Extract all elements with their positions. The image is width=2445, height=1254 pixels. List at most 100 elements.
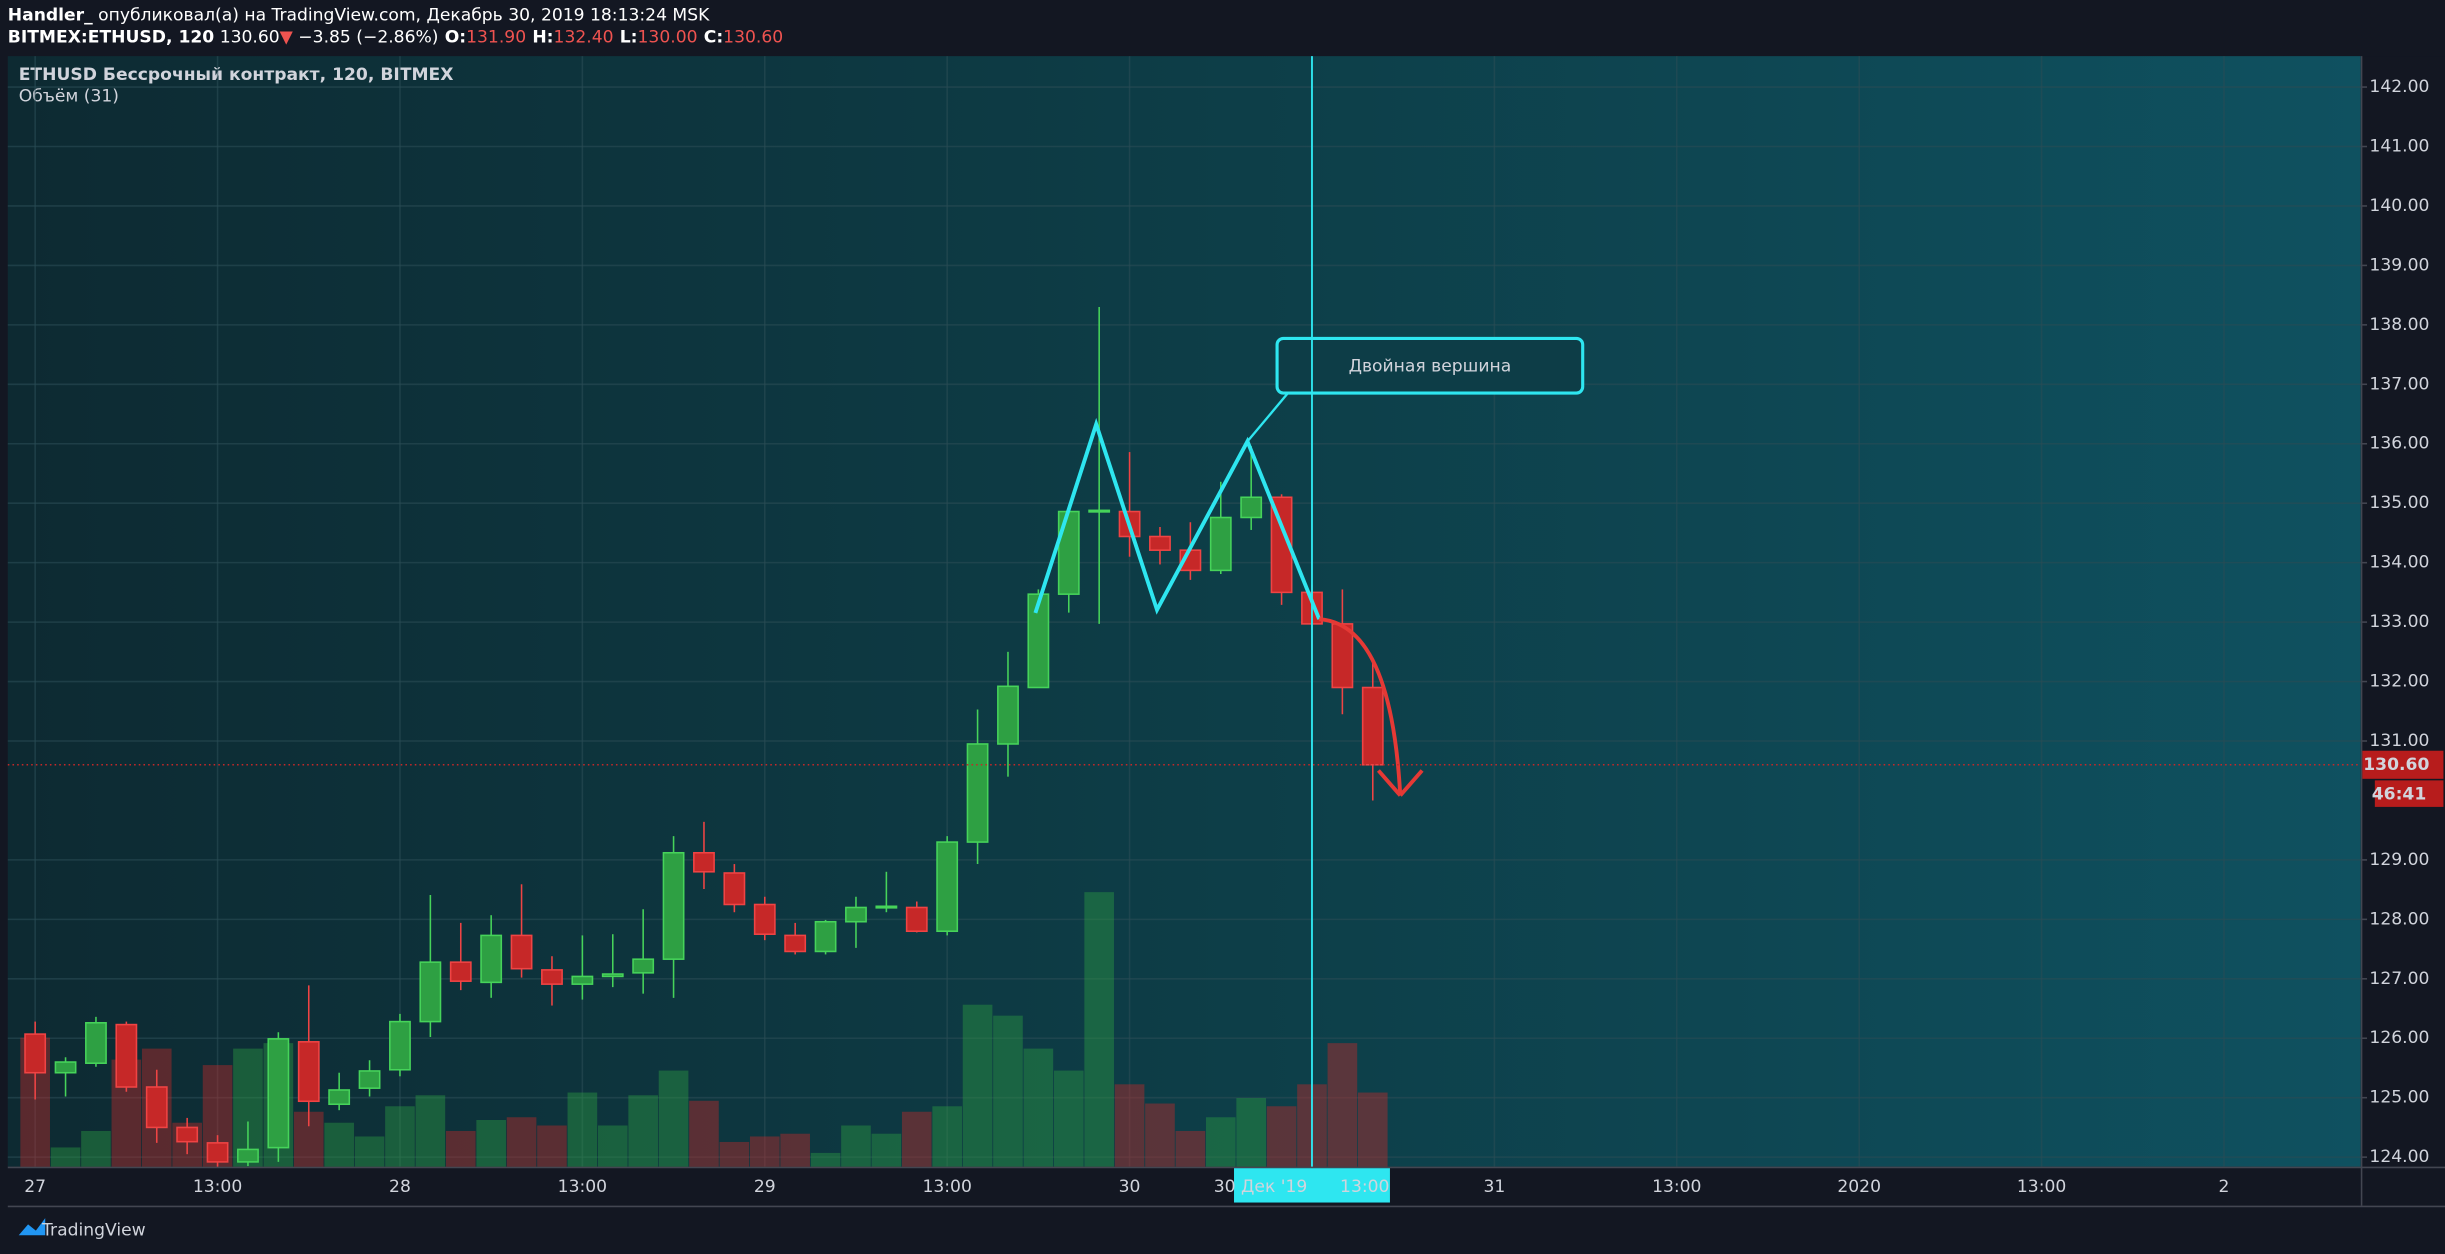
- candle-body: [85, 1022, 107, 1064]
- footer-brand: TradingView: [41, 1221, 146, 1241]
- candle-body: [753, 903, 776, 935]
- x-tick-label: 13:00: [1652, 1177, 1701, 1197]
- candle-body: [480, 934, 503, 984]
- y-tick-label: 140.00: [2369, 196, 2429, 216]
- volume-bar: [1327, 1043, 1358, 1167]
- volume-bar: [597, 1125, 628, 1167]
- candle-body: [845, 906, 867, 923]
- y-tick-label: 128.00: [2369, 909, 2429, 929]
- volume-bar: [658, 1070, 689, 1167]
- volume-bar: [537, 1125, 567, 1167]
- x-tick-label: 29: [754, 1177, 776, 1197]
- pattern-line: [1033, 417, 1321, 620]
- candle-body: [145, 1086, 168, 1129]
- candle-body: [571, 975, 594, 985]
- candle-body: [176, 1126, 199, 1143]
- ohlc-key: O:: [445, 27, 466, 47]
- legend-title: ETHUSD Бессрочный контракт, 120, BITMEX: [19, 65, 454, 85]
- y-tick-label: 127.00: [2369, 969, 2429, 989]
- candle-body: [358, 1070, 381, 1089]
- plot-area: [7, 56, 2361, 1167]
- volume-bar: [810, 1152, 841, 1167]
- candle-body: [541, 969, 563, 985]
- volume-bar: [1084, 892, 1114, 1167]
- candle-body: [389, 1020, 411, 1071]
- candle-body: [875, 905, 898, 909]
- legend-volume: Объём (31): [19, 87, 119, 107]
- candle-body: [267, 1038, 290, 1149]
- candle-body: [510, 934, 533, 970]
- annotation-box: [1275, 336, 1585, 395]
- candle-body: [814, 920, 837, 953]
- volume-bar: [1053, 1070, 1084, 1167]
- candle-body: [601, 973, 624, 978]
- candle-body: [966, 743, 989, 843]
- candle-body: [54, 1061, 77, 1074]
- volume-bar: [81, 1130, 111, 1167]
- candle-body: [1149, 535, 1171, 551]
- ohlc-value: 131.90: [466, 27, 526, 47]
- candle-body: [115, 1023, 138, 1088]
- y-tick-label: 133.00: [2369, 612, 2429, 632]
- volume-bar: [780, 1133, 810, 1167]
- crosshair-date: 30 Дек '19: [1214, 1177, 1308, 1197]
- volume-bar: [628, 1095, 658, 1167]
- y-tick-label: 125.00: [2369, 1088, 2429, 1108]
- candle-body: [1240, 496, 1263, 519]
- y-tick-label: 138.00: [2369, 315, 2429, 335]
- candle-body: [662, 851, 685, 960]
- symbol: BITMEX:ETHUSD, 120: [8, 27, 215, 47]
- volume-bar: [445, 1130, 476, 1167]
- volume-bar: [962, 1004, 993, 1167]
- arrow: ▼: [280, 27, 294, 47]
- x-tick-label: 28: [389, 1177, 411, 1197]
- volume-bar: [1236, 1098, 1266, 1167]
- candle-body: [1057, 510, 1080, 595]
- candle-body: [1361, 686, 1384, 766]
- volume-bar: [841, 1125, 871, 1167]
- volume-bar: [354, 1136, 385, 1167]
- x-tick-label: 13:00: [193, 1177, 242, 1197]
- header-line2: BITMEX:ETHUSD, 120 130.60▼ −3.85 (−2.86%…: [8, 27, 783, 47]
- volume-bar: [567, 1092, 598, 1167]
- y-tick-label: 124.00: [2369, 1147, 2429, 1167]
- candle-body: [693, 851, 715, 873]
- crosshair-time: 13:00: [1340, 1177, 1389, 1197]
- ohlc-value: 132.40: [554, 27, 614, 47]
- y-tick-label: 134.00: [2369, 553, 2429, 573]
- annotation: Двойная вершина: [1349, 357, 1512, 377]
- volume-bar: [476, 1119, 506, 1167]
- volume-bar: [932, 1106, 962, 1167]
- x-tick-label: 2: [2219, 1177, 2230, 1197]
- forecast-arrow: [1319, 617, 1424, 797]
- volume-bar: [719, 1141, 750, 1167]
- x-tick-label: 31: [1483, 1177, 1505, 1197]
- logo: [18, 1218, 46, 1236]
- volume-bar: [1175, 1130, 1206, 1167]
- volume-bar: [1114, 1084, 1145, 1167]
- candle-body: [1088, 509, 1111, 513]
- last: 130.60: [220, 27, 280, 47]
- y-tick-label: 135.00: [2369, 493, 2429, 513]
- candle-body: [24, 1033, 47, 1074]
- ohlc-value: 130.60: [723, 27, 783, 47]
- candle-body: [297, 1041, 320, 1103]
- candle-body: [784, 934, 807, 953]
- y-tick-label: 129.00: [2369, 850, 2429, 870]
- header-line1: Handler_ опубликовал(а) на TradingView.c…: [8, 6, 710, 26]
- last-price-label: 130.60: [2363, 755, 2429, 775]
- candle-body: [997, 685, 1019, 745]
- ohlc-key: C:: [704, 27, 723, 47]
- y-tick-label: 126.00: [2369, 1028, 2429, 1048]
- candle-body: [723, 872, 746, 906]
- volume-bar: [1205, 1117, 1236, 1167]
- candle-body: [1027, 593, 1050, 689]
- callout-line: [1246, 392, 1289, 443]
- x-tick-label: 30: [1119, 1177, 1141, 1197]
- candle-body: [632, 958, 655, 974]
- volume-bar: [689, 1100, 719, 1167]
- candle-body: [328, 1089, 351, 1106]
- candle-body: [237, 1148, 259, 1163]
